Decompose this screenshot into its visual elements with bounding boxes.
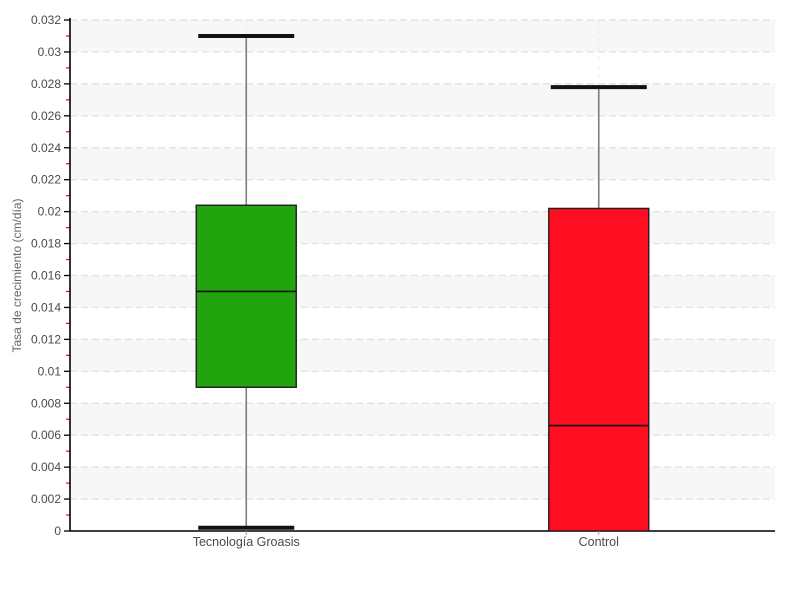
y-tick-label: 0.01	[38, 364, 62, 378]
plot-band	[70, 20, 775, 52]
y-tick-label: 0.014	[31, 300, 61, 314]
y-tick-label: 0.032	[31, 13, 61, 27]
y-tick-label: 0.026	[31, 109, 61, 123]
plot-band	[70, 147, 775, 180]
y-tick-label: 0.018	[31, 237, 61, 251]
y-tick-label: 0.002	[31, 492, 61, 506]
y-tick-label: 0.028	[31, 77, 61, 91]
y-tick-label: 0	[54, 524, 61, 538]
category-label-tecnologia-groasis: Tecnología Groasis	[193, 535, 300, 549]
plot-band	[70, 467, 775, 500]
plot-band	[70, 83, 775, 116]
y-tick-label: 0.03	[38, 45, 62, 59]
y-tick-label: 0.022	[31, 173, 61, 187]
plot-band	[70, 211, 775, 244]
y-tick-label: 0.012	[31, 332, 61, 346]
y-tick-label: 0.006	[31, 428, 61, 442]
box-control	[548, 207, 650, 532]
y-tick-label: 0.02	[38, 205, 62, 219]
plot-band	[70, 339, 775, 372]
y-tick-label: 0.008	[31, 396, 61, 410]
y-tick-label: 0.024	[31, 141, 61, 155]
box-tecnologia-groasis	[195, 204, 297, 388]
plot-band	[70, 275, 775, 308]
category-label-control: Control	[579, 535, 619, 549]
y-tick-label: 0.016	[31, 269, 61, 283]
plot-band	[70, 403, 775, 436]
y-tick-label: 0.004	[31, 460, 61, 474]
y-axis-title: Tasa de crecimiento (cm/día)	[10, 198, 24, 352]
